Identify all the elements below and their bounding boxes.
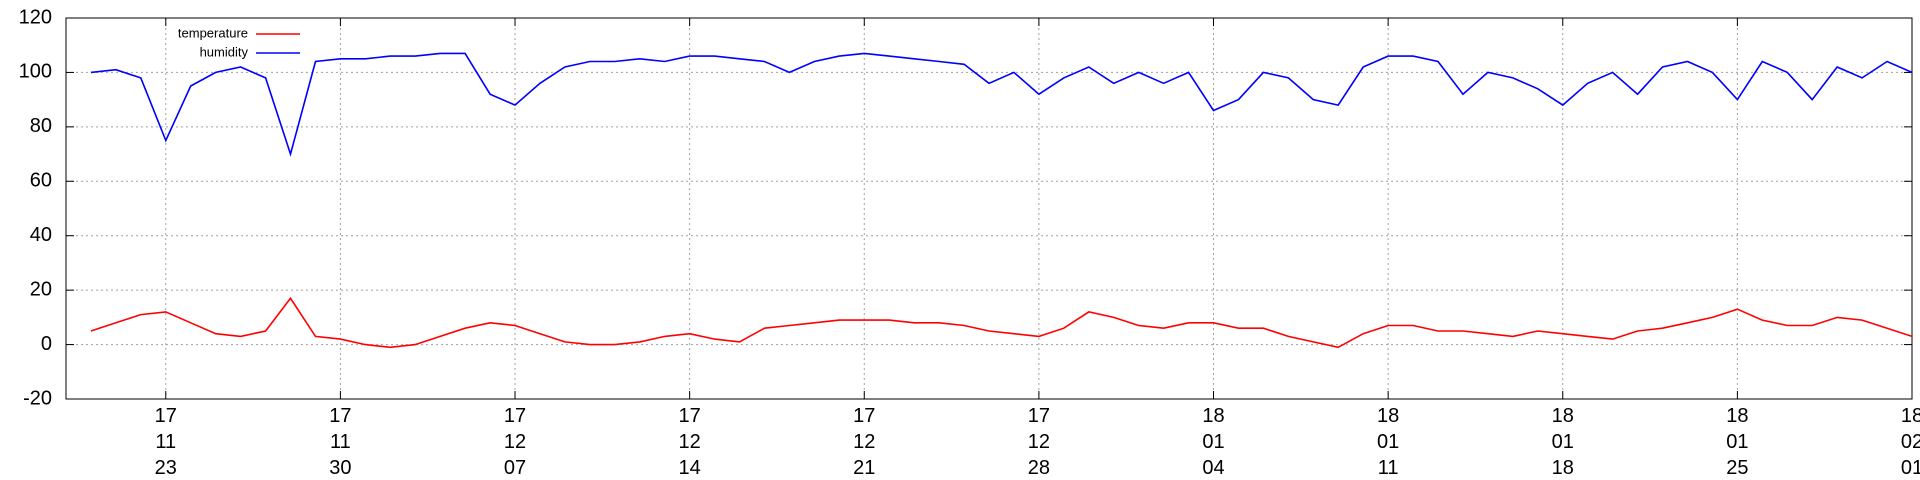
y-tick-label: 80: [30, 115, 52, 137]
legend-label: temperature: [178, 25, 248, 40]
y-tick-label: 0: [41, 333, 52, 355]
data-line: [90, 296, 1913, 349]
x-tick-label: 18 01 18: [1551, 405, 1574, 479]
x-tick-label: 17 11 23: [154, 405, 177, 479]
data-line: [90, 52, 1913, 157]
x-tick-label: 18 01 11: [1377, 405, 1400, 479]
y-tick-label: 100: [19, 61, 52, 83]
y-tick-label: 20: [30, 278, 52, 300]
legend-label: humidity: [200, 44, 249, 59]
x-tick-label: 17 12 28: [1027, 405, 1051, 479]
y-tick-label: -20: [23, 387, 52, 409]
y-tick-label: 60: [30, 170, 52, 192]
y-tick-label: 120: [19, 6, 52, 28]
x-tick-label: 17 12 21: [853, 405, 876, 479]
x-tick-label: 17 12 07: [503, 405, 527, 479]
x-tick-label: 18 01 04: [1202, 405, 1225, 479]
x-tick-label: 17 11 30: [329, 405, 352, 479]
x-tick-label: 18 02 01: [1900, 405, 1920, 479]
y-tick-label: 40: [30, 224, 52, 246]
x-tick-label: 17 12 14: [678, 405, 701, 479]
x-tick-label: 18 01 25: [1726, 405, 1749, 479]
plot-frame: [65, 17, 1913, 400]
